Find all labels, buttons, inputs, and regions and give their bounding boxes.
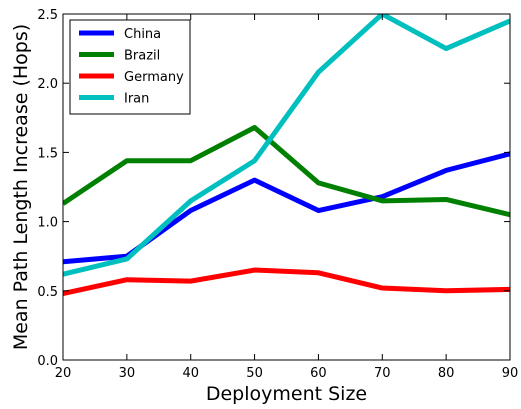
y-axis-title: Mean Path Length Increase (Hops) [10, 24, 32, 350]
y-tick-label: 2.5 [37, 8, 58, 23]
plot-frame [62, 13, 511, 361]
series-line-china [63, 151, 510, 265]
legend-label-iran: Iran [124, 92, 149, 107]
x-tick-label: 70 [374, 366, 391, 381]
y-tick-label: 2.0 [37, 77, 58, 92]
series-line-germany [63, 267, 510, 297]
series-line-iran [63, 14, 510, 277]
series-line-brazil [63, 124, 510, 218]
x-tick-label: 80 [438, 366, 455, 381]
series-layer [63, 14, 510, 297]
x-axis-title: Deployment Size [206, 383, 367, 405]
x-tick-label: 50 [246, 366, 263, 381]
axis-ticks: 20 30 40 50 60 70 80 90 0.0 0.5 1.0 1.5 2.0 2.5 [37, 8, 518, 381]
legend: China Brazil Germany Iran [69, 19, 191, 115]
legend-label-germany: Germany [124, 70, 184, 85]
x-tick-label: 20 [55, 366, 72, 381]
legend-label-brazil: Brazil [124, 49, 160, 64]
y-tick-label: 0.0 [37, 354, 58, 369]
y-tick-label: 1.5 [37, 146, 58, 161]
x-tick-label: 90 [502, 366, 519, 381]
y-tick-label: 1.0 [37, 216, 58, 231]
x-tick-label: 40 [182, 366, 199, 381]
legend-label-china: China [124, 27, 161, 42]
y-tick-label: 0.5 [37, 285, 58, 300]
x-tick-label: 60 [310, 366, 327, 381]
x-tick-label: 30 [119, 366, 136, 381]
